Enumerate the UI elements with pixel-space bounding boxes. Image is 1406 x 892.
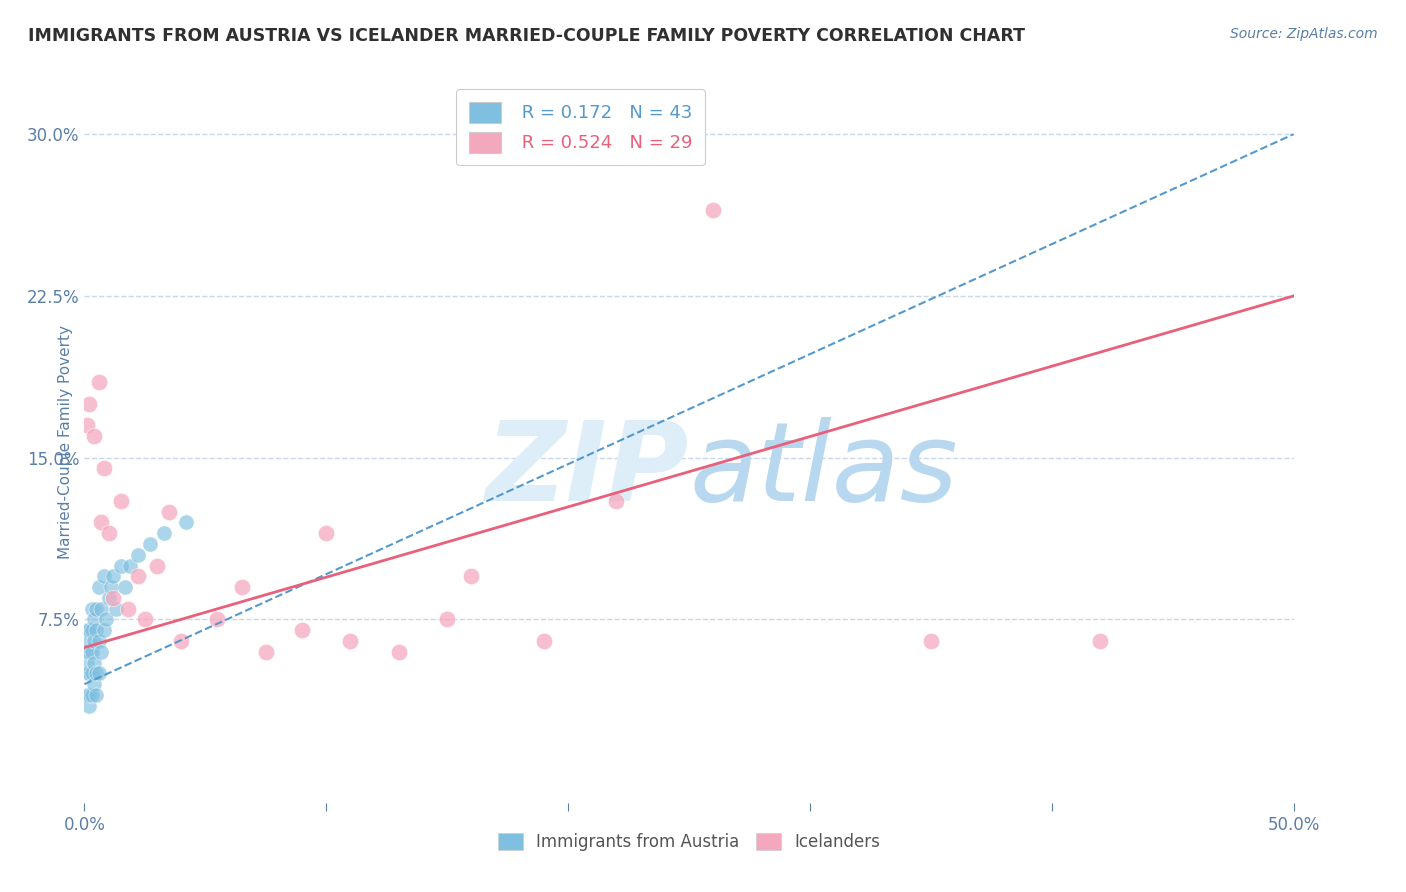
Point — [153, 526, 176, 541]
Point — [80, 688, 103, 702]
Point — [77, 624, 100, 638]
Point — [110, 493, 132, 508]
Point — [170, 634, 193, 648]
Point — [83, 612, 105, 626]
Point — [76, 666, 98, 681]
Point — [77, 698, 100, 713]
Point — [80, 645, 103, 659]
Point — [86, 624, 108, 638]
Point — [76, 624, 98, 638]
Point — [134, 612, 156, 626]
Point — [254, 645, 277, 659]
Point — [77, 634, 100, 648]
Point — [77, 397, 100, 411]
Point — [86, 601, 108, 615]
Point — [80, 601, 103, 615]
Point — [83, 656, 105, 670]
Point — [103, 591, 125, 605]
Point — [231, 580, 253, 594]
Point — [120, 558, 142, 573]
Text: Source: ZipAtlas.com: Source: ZipAtlas.com — [1230, 27, 1378, 41]
Point — [87, 580, 110, 594]
Point — [76, 418, 98, 433]
Point — [114, 580, 136, 594]
Point — [86, 666, 108, 681]
Point — [86, 688, 108, 702]
Point — [90, 645, 112, 659]
Point — [83, 677, 105, 691]
Point — [117, 601, 139, 615]
Point — [77, 688, 100, 702]
Point — [87, 634, 110, 648]
Point — [174, 516, 197, 530]
Point — [90, 516, 112, 530]
Point — [110, 558, 132, 573]
Point — [76, 688, 98, 702]
Point — [80, 624, 103, 638]
Point — [93, 624, 115, 638]
Point — [291, 624, 314, 638]
Point — [100, 580, 122, 594]
Point — [920, 634, 942, 648]
Point — [93, 569, 115, 583]
Point — [127, 548, 149, 562]
Text: atlas: atlas — [689, 417, 957, 524]
Point — [76, 656, 98, 670]
Point — [702, 202, 724, 217]
Point — [315, 526, 337, 541]
Point — [157, 505, 180, 519]
Point — [83, 429, 105, 443]
Point — [127, 569, 149, 583]
Text: ZIP: ZIP — [485, 417, 689, 524]
Point — [207, 612, 229, 626]
Point — [436, 612, 458, 626]
Legend: Immigrants from Austria, Icelanders: Immigrants from Austria, Icelanders — [489, 825, 889, 860]
Point — [76, 645, 98, 659]
Point — [97, 526, 120, 541]
Point — [104, 601, 127, 615]
Text: IMMIGRANTS FROM AUSTRIA VS ICELANDER MARRIED-COUPLE FAMILY POVERTY CORRELATION C: IMMIGRANTS FROM AUSTRIA VS ICELANDER MAR… — [28, 27, 1025, 45]
Point — [94, 612, 117, 626]
Point — [83, 634, 105, 648]
Point — [605, 493, 627, 508]
Point — [460, 569, 482, 583]
Point — [87, 376, 110, 390]
Point — [1088, 634, 1111, 648]
Point — [97, 591, 120, 605]
Point — [77, 645, 100, 659]
Point — [103, 569, 125, 583]
Point — [87, 666, 110, 681]
Point — [77, 666, 100, 681]
Point — [90, 601, 112, 615]
Point — [138, 537, 160, 551]
Point — [533, 634, 555, 648]
Point — [388, 645, 411, 659]
Point — [93, 461, 115, 475]
Y-axis label: Married-Couple Family Poverty: Married-Couple Family Poverty — [58, 325, 73, 558]
Point — [339, 634, 361, 648]
Point — [80, 666, 103, 681]
Point — [146, 558, 169, 573]
